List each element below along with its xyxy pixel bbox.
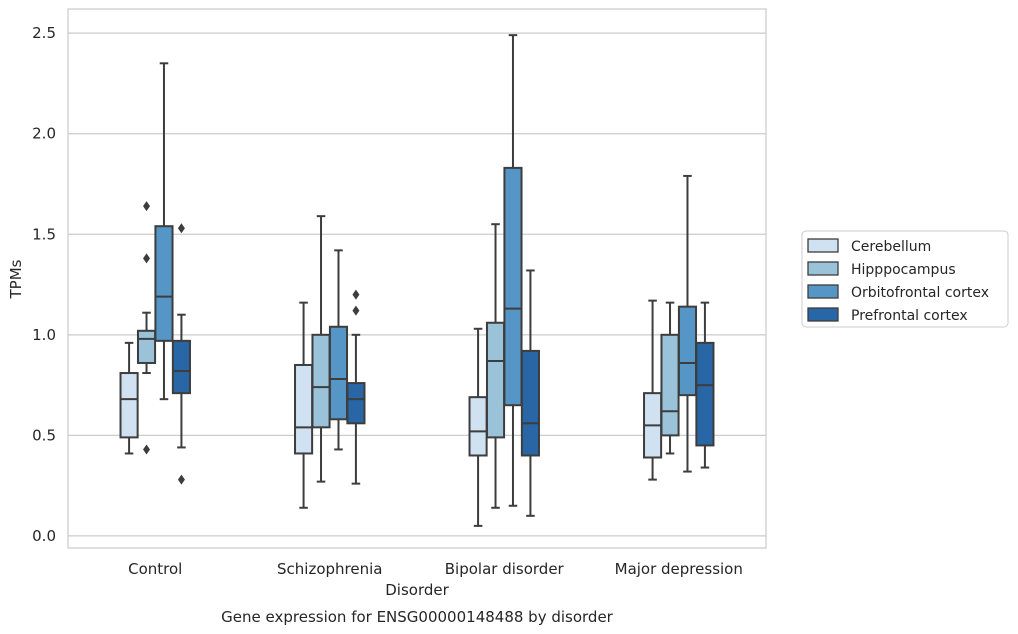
box-body: [660, 333, 680, 437]
outlier-point: [177, 474, 185, 485]
legend-swatch: [807, 261, 839, 276]
legend-label: Prefrontal cortex: [851, 308, 968, 324]
y-tick-labels: 0.0 0.5 1.0 1.5 2.0 2.5: [32, 24, 56, 545]
figure-caption: Gene expression for ENSG00000148488 by d…: [221, 608, 614, 626]
y-tick-label: 0.0: [32, 527, 56, 545]
box-element: [695, 301, 715, 469]
plot-area-frame: [67, 8, 767, 549]
legend: Cerebellum Hipppocampus Orbitofrontal cort…: [801, 230, 1009, 328]
box-element: [660, 301, 680, 455]
legend-swatch: [807, 307, 839, 322]
legend-frame: [801, 230, 1009, 328]
box-element: [677, 174, 698, 473]
box-element: [154, 62, 174, 401]
y-tick-label: 2.5: [32, 24, 56, 42]
x-axis-title: Disorder: [385, 581, 449, 599]
x-tick-labels: Control Schizophrenia Bipolar disorder Majo…: [128, 560, 743, 578]
box-body: [695, 341, 715, 447]
box-body: [171, 339, 191, 395]
box-body: [677, 305, 698, 397]
box-element: [503, 34, 523, 507]
y-tick-label: 2.0: [32, 125, 56, 143]
series-prefrontal-cortex: [171, 223, 715, 517]
outlier-point: [352, 305, 360, 316]
box-element: [468, 327, 488, 527]
box-plot-series: [119, 34, 715, 527]
box-element: [119, 341, 139, 455]
box-body: [328, 325, 349, 421]
series-cerebellum: [119, 299, 663, 527]
series-orbitofrontal-cortex: [154, 34, 698, 507]
y-axis-title: TPMs: [7, 259, 25, 299]
box-body: [294, 363, 314, 455]
box-element: [520, 269, 540, 517]
box-element: [328, 249, 349, 451]
x-tick-label: Bipolar disorder: [445, 560, 565, 578]
legend-swatch: [807, 284, 839, 299]
y-tick-label: 1.0: [32, 326, 56, 344]
x-tick-label: Schizophrenia: [277, 560, 382, 578]
legend-label: Cerebellum: [851, 239, 931, 255]
x-tick-label: Control: [128, 560, 182, 578]
box-body: [485, 321, 506, 439]
box-element: [171, 223, 191, 485]
outlier-point: [143, 253, 151, 264]
outlier-point: [177, 223, 185, 234]
box-body: [311, 333, 331, 429]
legend-label: Hipppocampus: [851, 262, 956, 278]
gridlines: [68, 32, 766, 537]
box-body: [503, 166, 523, 407]
box-element: [136, 201, 157, 455]
outlier-point: [352, 289, 360, 300]
legend-swatch: [807, 238, 839, 253]
legend-label: Orbitofrontal cortex: [851, 285, 989, 301]
x-tick-label: Major depression: [615, 560, 743, 578]
box-body: [154, 225, 174, 342]
box-body: [468, 396, 488, 457]
box-element: [346, 289, 366, 485]
y-tick-label: 0.5: [32, 426, 56, 444]
y-tick-label: 1.5: [32, 225, 56, 243]
box-body: [346, 382, 366, 425]
outlier-point: [143, 444, 151, 455]
outlier-point: [143, 201, 151, 212]
box-body: [520, 349, 540, 457]
box-body: [136, 329, 157, 364]
box-body: [119, 372, 139, 439]
